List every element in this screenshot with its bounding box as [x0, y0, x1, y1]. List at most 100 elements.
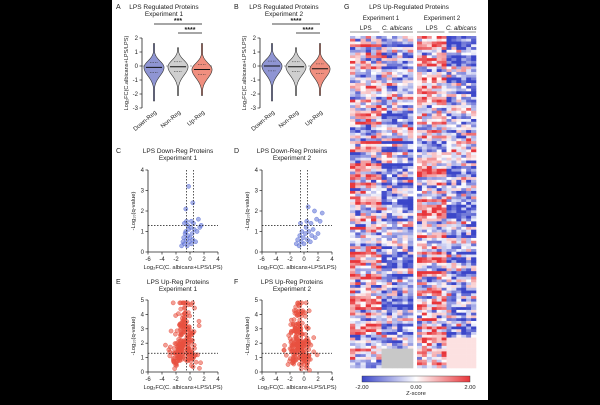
- heatmap-cell: [441, 113, 447, 117]
- heatmap-cell: [426, 177, 433, 181]
- heatmap-cell: [392, 107, 398, 111]
- heatmap-cell: [371, 257, 377, 261]
- heatmap-cell: [365, 204, 372, 208]
- data-point: [293, 334, 299, 339]
- heatmap-cell: [376, 152, 382, 156]
- heatmap-cell: [426, 135, 433, 139]
- heatmap-cell: [451, 235, 457, 239]
- heatmap-cell: [397, 207, 403, 211]
- heatmap-cell: [426, 141, 433, 145]
- heatmap-cell: [436, 107, 442, 111]
- heatmap-cell: [365, 276, 372, 280]
- heatmap-cell: [376, 282, 382, 286]
- heatmap-cell: [436, 188, 442, 192]
- heatmap-cell: [360, 69, 367, 73]
- heatmap-cell: [392, 290, 398, 294]
- heatmap-cell: [436, 202, 442, 206]
- heatmap-cell: [471, 132, 477, 136]
- heatmap-cell: [350, 351, 356, 355]
- heatmap-cell: [350, 171, 356, 175]
- heatmap-cell: [471, 285, 477, 289]
- heatmap-cell: [451, 168, 457, 172]
- heatmap-cell: [392, 215, 398, 219]
- heatmap-cell: [456, 218, 462, 222]
- heatmap-cell: [466, 204, 472, 208]
- heatmap-cell: [446, 235, 452, 239]
- heatmap-cell: [360, 58, 367, 62]
- heatmap-cell: [397, 168, 403, 172]
- heatmap-cell: [441, 356, 447, 360]
- heatmap-cell: [471, 41, 477, 45]
- heatmap-cell: [407, 96, 414, 100]
- heatmap-cell: [441, 224, 447, 228]
- heatmap-cell: [456, 77, 462, 81]
- x-tick-label: -6: [145, 257, 151, 263]
- panel-d-letter: D: [234, 148, 239, 155]
- heatmap-cell: [441, 265, 447, 269]
- heatmap-cell: [436, 52, 442, 56]
- heatmap-cell: [417, 182, 423, 186]
- heatmap-cell: [431, 182, 437, 186]
- heatmap-cell: [441, 63, 447, 67]
- heatmap-cell: [392, 88, 398, 92]
- heatmap-cell: [421, 91, 428, 95]
- heatmap-cell: [456, 85, 462, 89]
- heatmap-cell: [471, 221, 477, 225]
- heatmap-cell: [471, 124, 477, 128]
- heatmap-cell: [426, 96, 433, 100]
- heatmap-cell: [397, 188, 403, 192]
- heatmap-cell: [421, 185, 428, 189]
- heatmap-cell: [381, 293, 388, 297]
- heatmap-cell: [381, 69, 388, 73]
- heatmap-cell: [466, 135, 472, 139]
- heatmap-cell: [355, 105, 361, 109]
- heatmap-cell: [471, 246, 477, 250]
- heatmap-cell: [461, 168, 467, 172]
- heatmap-cell: [376, 177, 382, 181]
- heatmap-cell: [360, 251, 367, 255]
- heatmap-cell: [417, 160, 423, 164]
- heatmap-cell: [456, 130, 462, 134]
- data-point: [189, 241, 194, 247]
- heatmap-cell: [355, 196, 361, 200]
- heatmap-cell: [421, 343, 428, 347]
- heatmap-cell: [360, 273, 367, 277]
- heatmap-cell: [371, 260, 377, 264]
- heatmap-cell: [436, 204, 442, 208]
- heatmap-cell: [407, 113, 414, 117]
- heatmap-cell: [350, 41, 356, 45]
- heatmap-cell: [417, 91, 423, 95]
- heatmap-cell: [376, 116, 382, 120]
- heatmap-cell: [365, 262, 372, 266]
- heatmap-cell: [402, 232, 409, 236]
- heatmap-cell: [441, 55, 447, 59]
- heatmap-cell: [355, 113, 361, 117]
- heatmap-cell: [381, 47, 388, 51]
- heatmap-cell: [386, 268, 393, 272]
- heatmap-cell: [355, 185, 361, 189]
- data-point: [176, 342, 182, 347]
- heatmap-cell: [421, 188, 428, 192]
- heatmap-cell: [407, 94, 414, 98]
- heatmap-cell: [441, 124, 447, 128]
- heatmap-cell: [381, 107, 388, 111]
- heatmap-cell: [417, 235, 423, 239]
- heatmap-cell: [456, 351, 462, 355]
- heatmap-cell: [471, 130, 477, 134]
- heatmap-cell: [376, 188, 382, 192]
- heatmap-cell: [365, 119, 372, 123]
- heatmap-cell: [402, 63, 409, 67]
- heatmap-cell: [431, 204, 437, 208]
- heatmap-cell: [402, 143, 409, 147]
- heatmap-cell: [365, 71, 372, 76]
- heatmap-cell: [436, 226, 442, 230]
- heatmap-cell: [441, 135, 447, 139]
- heatmap-cell: [426, 232, 433, 236]
- heatmap-cell: [421, 296, 428, 300]
- heatmap-cell: [371, 182, 377, 186]
- heatmap-cell: [402, 127, 409, 131]
- heatmap-cell: [407, 38, 414, 42]
- heatmap-cell: [371, 157, 377, 161]
- heatmap-cell: [355, 174, 361, 178]
- heatmap-cell: [386, 356, 393, 360]
